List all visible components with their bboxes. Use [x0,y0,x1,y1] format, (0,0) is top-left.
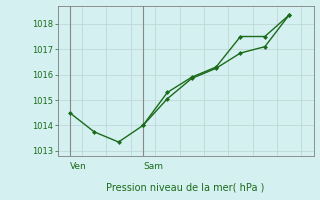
Text: Pression niveau de la mer( hPa ): Pression niveau de la mer( hPa ) [107,183,265,193]
Text: Ven: Ven [70,162,86,171]
Text: Sam: Sam [143,162,163,171]
